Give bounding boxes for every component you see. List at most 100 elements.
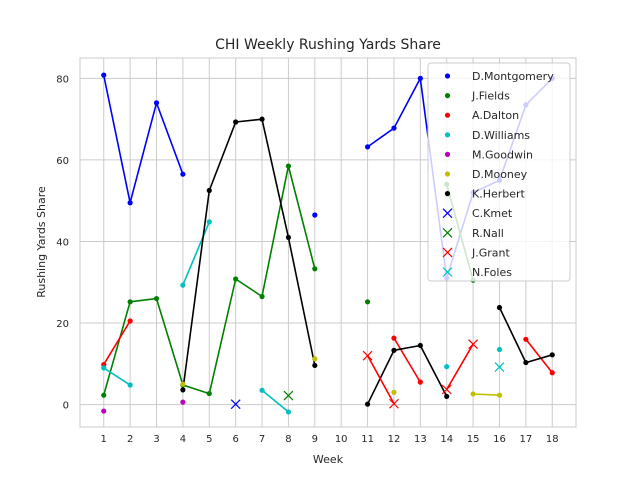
- point-j-fields: [285, 163, 292, 169]
- series-line-j-grant: [366, 355, 395, 405]
- legend-marker-n-foles: [442, 267, 453, 277]
- x-tick-label: 18: [546, 434, 559, 445]
- point-k-herbert: [523, 359, 529, 366]
- point-n-foles: [494, 362, 505, 372]
- point-d-montgomery: [127, 200, 133, 206]
- legend-marker-j-fields: [444, 93, 451, 99]
- point-j-grant: [441, 384, 452, 395]
- x-tick-label: 6: [232, 434, 238, 445]
- point-j-fields: [127, 299, 133, 305]
- point-k-herbert: [312, 362, 318, 369]
- point-d-montgomery: [417, 75, 423, 81]
- point-d-mooney: [180, 381, 186, 387]
- legend-label-d-williams: D.Williams: [472, 129, 530, 142]
- x-tick-label: 10: [335, 434, 348, 445]
- legend-label-m-goodwin: M.Goodwin: [472, 148, 533, 161]
- legend-marker-d-montgomery: [444, 73, 451, 79]
- point-k-herbert: [496, 304, 503, 311]
- x-tick-label: 8: [285, 434, 291, 445]
- x-tick-label: 14: [440, 434, 453, 445]
- point-d-mooney: [391, 389, 397, 395]
- point-j-grant: [389, 398, 399, 409]
- legend-label-j-fields: J.Fields: [471, 90, 510, 103]
- point-d-mooney: [470, 391, 476, 397]
- point-d-montgomery: [312, 212, 318, 218]
- y-tick-label: 0: [63, 401, 69, 412]
- point-k-herbert: [391, 347, 397, 353]
- point-j-fields: [153, 295, 160, 302]
- x-tick-label: 11: [361, 434, 374, 445]
- point-a-dalton: [391, 335, 397, 341]
- x-tick-label: 12: [388, 434, 401, 445]
- y-tick-label: 80: [56, 74, 69, 85]
- legend-marker-r-nall: [442, 227, 453, 238]
- series-line-d-mooney: [473, 393, 500, 396]
- point-m-goodwin: [180, 399, 186, 405]
- point-d-williams: [127, 382, 133, 388]
- point-m-goodwin: [101, 408, 107, 414]
- series-line-d-williams: [103, 367, 131, 386]
- point-d-montgomery: [101, 72, 107, 78]
- x-tick-label: 13: [414, 434, 427, 445]
- series-line-d-montgomery: [102, 74, 184, 204]
- x-tick-label: 2: [127, 434, 133, 445]
- legend-marker-a-dalton: [444, 112, 451, 118]
- point-j-fields: [233, 276, 239, 282]
- legend-marker-c-kmet: [442, 208, 453, 219]
- point-d-williams: [444, 364, 450, 370]
- legend-label-d-montgomery: D.Montgomery: [472, 70, 554, 83]
- x-tick-label: 3: [153, 434, 159, 445]
- series-markers: [101, 72, 555, 415]
- point-k-herbert: [259, 116, 265, 122]
- point-a-dalton: [417, 379, 423, 385]
- point-d-montgomery: [180, 171, 186, 177]
- x-tick-label: 15: [467, 434, 480, 445]
- series-line-k-herbert: [366, 344, 448, 405]
- point-d-williams: [496, 346, 503, 353]
- legend-marker-m-goodwin: [444, 151, 451, 157]
- legend-label-d-mooney: D.Mooney: [472, 168, 528, 181]
- point-a-dalton: [549, 370, 555, 376]
- legend-label-j-grant: J.Grant: [471, 246, 510, 259]
- point-k-herbert: [549, 352, 555, 358]
- y-axis-label: Rushing Yards Share: [35, 186, 48, 298]
- y-tick-label: 60: [56, 156, 69, 167]
- point-j-grant: [362, 350, 373, 361]
- point-d-montgomery: [153, 100, 160, 106]
- point-k-herbert: [417, 342, 423, 349]
- point-d-mooney: [312, 356, 318, 362]
- series-line-k-herbert: [182, 118, 316, 391]
- x-tick-label: 1: [101, 434, 107, 445]
- legend-box: [427, 62, 571, 282]
- point-j-fields: [206, 390, 212, 397]
- point-k-herbert: [206, 187, 212, 194]
- point-r-nall: [283, 390, 294, 401]
- point-d-williams: [101, 365, 107, 371]
- point-j-fields: [364, 299, 371, 305]
- legend-label-k-herbert: K.Herbert: [472, 188, 526, 201]
- point-d-montgomery: [364, 144, 371, 150]
- legend-marker-j-grant: [442, 247, 453, 258]
- point-k-herbert: [285, 234, 292, 241]
- point-j-grant: [468, 339, 479, 350]
- legend: D.Montgomery J.Fields A.Dalton D.Williams M.…: [427, 62, 571, 282]
- legend-marker-k-herbert: [444, 191, 451, 197]
- x-tick-label: 7: [259, 434, 265, 445]
- series-line-a-dalton: [103, 320, 131, 366]
- series-line-d-williams: [182, 221, 211, 286]
- legend-marker-d-mooney: [444, 171, 451, 177]
- y-tick-label: 40: [56, 237, 69, 248]
- legend-label-c-kmet: C.Kmet: [472, 207, 513, 220]
- legend-label-r-nall: R.Nall: [472, 227, 504, 240]
- series-line-j-grant: [446, 343, 474, 390]
- y-tick-label: 20: [56, 319, 69, 330]
- point-k-herbert: [444, 393, 450, 400]
- legend-label-a-dalton: A.Dalton: [472, 109, 519, 122]
- point-c-kmet: [230, 399, 241, 410]
- x-tick-label: 17: [520, 434, 533, 445]
- x-axis-label: Week: [313, 453, 344, 466]
- point-j-fields: [312, 266, 318, 272]
- x-tick-label: 9: [312, 434, 318, 445]
